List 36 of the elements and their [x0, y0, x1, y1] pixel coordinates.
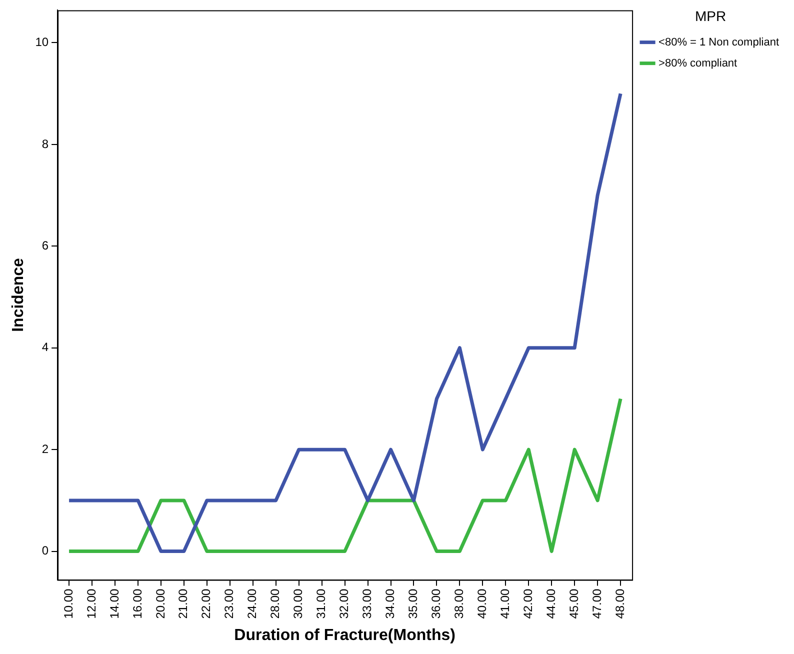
x-tick-label: 36.00: [429, 588, 444, 619]
y-tick-label: 6: [42, 238, 49, 252]
y-tick-label: 8: [42, 136, 49, 151]
x-tick-label: 16.00: [130, 588, 144, 619]
x-tick-label: 47.00: [590, 588, 604, 619]
x-tick-label: 21.00: [176, 588, 190, 619]
y-tick-label: 2: [42, 442, 49, 456]
legend-label: >80% compliant: [658, 57, 738, 70]
x-tick-label: 12.00: [84, 588, 98, 619]
y-tick-label: 4: [42, 340, 49, 354]
x-tick-label: 41.00: [498, 588, 512, 619]
y-tick-label: 10: [35, 35, 49, 50]
x-tick-label: 10.00: [61, 588, 76, 619]
x-tick-label: 14.00: [107, 588, 122, 619]
x-tick-label: 22.00: [199, 588, 214, 619]
x-tick-label: 44.00: [544, 588, 558, 619]
x-tick-label: 35.00: [406, 588, 420, 619]
y-axis-title: Incidence: [10, 258, 28, 332]
x-tick-label: 45.00: [566, 588, 581, 619]
x-tick-label: 48.00: [612, 588, 627, 619]
x-tick-label: 23.00: [222, 588, 236, 619]
x-axis-title: Duration of Fracture(Months): [234, 626, 456, 644]
x-tick-label: 20.00: [153, 588, 168, 619]
x-tick-label: 34.00: [383, 588, 398, 619]
x-tick-label: 42.00: [520, 588, 535, 619]
x-tick-label: 33.00: [360, 588, 374, 619]
legend-label: <80% = 1 Non compliant: [658, 36, 780, 48]
x-tick-label: 40.00: [474, 588, 489, 619]
x-tick-label: 30.00: [291, 588, 306, 619]
x-tick-label: 24.00: [245, 588, 260, 619]
x-tick-label: 32.00: [337, 588, 352, 619]
y-tick-label: 0: [42, 544, 49, 558]
x-tick-label: 31.00: [314, 588, 328, 619]
x-tick-label: 28.00: [268, 588, 282, 619]
x-tick-label: 38.00: [452, 588, 466, 619]
legend-title: MPR: [694, 8, 726, 24]
